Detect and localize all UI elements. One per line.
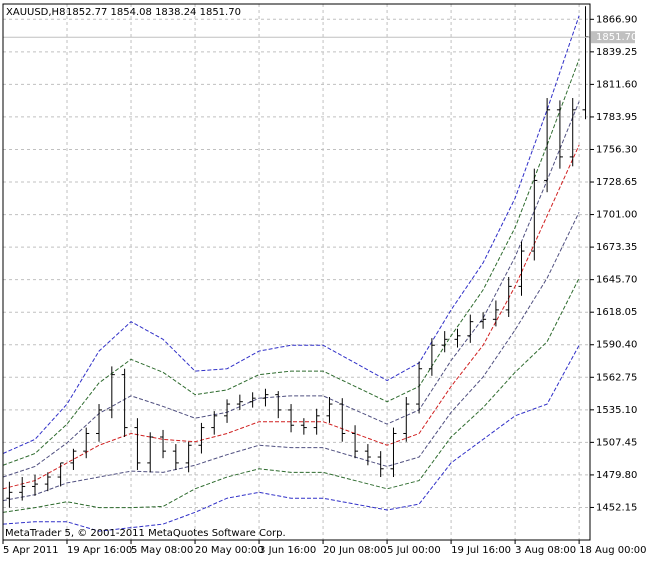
- x-tick-label: 18 Aug 00:00: [579, 545, 646, 556]
- x-tick-label: 5 May 08:00: [131, 545, 193, 556]
- y-tick-label: 1701.00: [596, 210, 637, 221]
- symbol-title: XAUUSD,H8: [6, 7, 65, 18]
- y-tick-label: 1535.10: [596, 405, 637, 416]
- x-tick-label: 5 Apr 2011: [3, 545, 58, 556]
- price-bars: [6, 6, 589, 508]
- y-tick-label: 1452.15: [596, 502, 637, 513]
- y-tick-label: 1756.30: [596, 144, 637, 155]
- x-tick-label: 19 Jul 16:00: [451, 545, 511, 556]
- y-tick-label: 1479.80: [596, 470, 637, 481]
- x-tick-label: 3 Jun 16:00: [259, 545, 316, 556]
- y-tick-label: 1866.90: [596, 14, 637, 25]
- band-line: [3, 59, 580, 466]
- y-tick-label: 1673.35: [596, 242, 637, 253]
- x-tick-label: 19 Apr 16:00: [67, 545, 132, 556]
- x-tick-label: 20 May 00:00: [195, 545, 264, 556]
- y-tick-label: 1645.70: [596, 275, 637, 286]
- quote: 1852.77 1854.08 1838.24 1851.70: [66, 7, 241, 18]
- y-tick-label: 1811.60: [596, 79, 637, 90]
- x-tick-label: 5 Jul 00:00: [387, 545, 441, 556]
- last-price-box: [591, 31, 635, 44]
- y-tick-label: 1618.05: [596, 307, 637, 318]
- y-tick-label: 1839.25: [596, 47, 637, 58]
- band-line: [3, 277, 580, 513]
- y-tick-label: 1590.40: [596, 340, 637, 351]
- band-line: [3, 15, 580, 454]
- y-tick-label: 1728.65: [596, 177, 637, 188]
- axes: 1452.15 1479.80 1507.45 1535.10 1562.75 1590.…: [2, 14, 647, 556]
- y-tick-label: 1562.75: [596, 372, 637, 383]
- band-line: [3, 144, 580, 490]
- watermark: MetaTrader 5, © 2001-2011 MetaQuotes Sof…: [5, 528, 286, 539]
- x-tick-label: 20 Jun 08:00: [323, 545, 387, 556]
- last-price-label: 1851.70: [596, 32, 637, 43]
- y-tick-label: 1783.95: [596, 112, 637, 123]
- x-tick-label: 3 Aug 08:00: [515, 545, 576, 556]
- plot-frame: [2, 3, 591, 541]
- band-line: [3, 211, 580, 502]
- band-line: [3, 344, 580, 532]
- y-tick-label: 1507.45: [596, 437, 637, 448]
